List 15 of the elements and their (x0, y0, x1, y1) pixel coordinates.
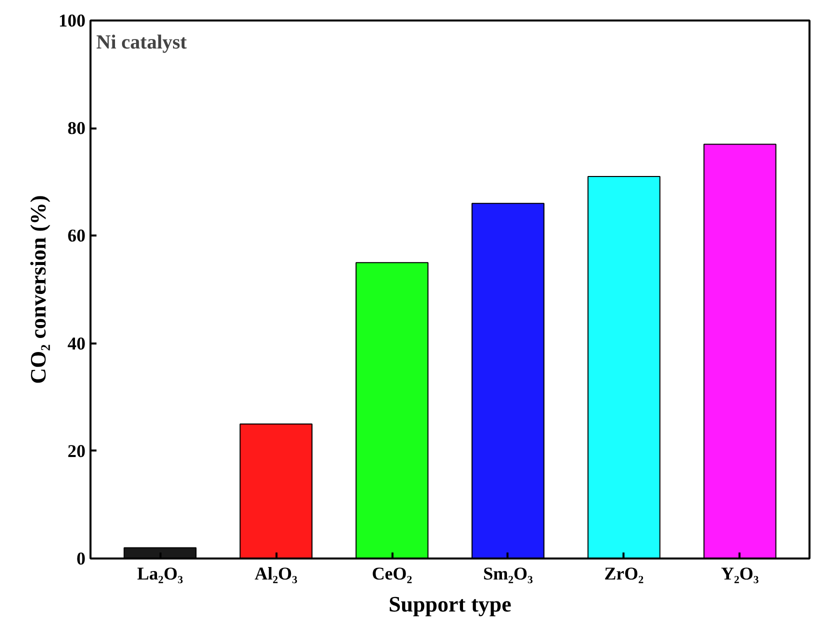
x-tick-label: Al₂O₃ (254, 564, 298, 584)
x-tick-label: ZrO₂ (604, 564, 644, 584)
x-axis-title: Support type (388, 592, 512, 616)
annotation: Ni catalyst (96, 31, 188, 54)
y-tick-label: 100 (58, 10, 86, 30)
y-tick-label: 20 (68, 440, 86, 461)
x-tick-label: La₂O₃ (137, 564, 184, 584)
y-tick-label: 40 (68, 333, 86, 354)
y-tick-label: 0 (76, 548, 86, 568)
y-tick-label: 80 (68, 118, 86, 138)
x-tick-label: CeO₂ (372, 564, 412, 584)
x-tick-label: Y₂O₃ (721, 564, 760, 584)
x-tick-label: Sm₂O₃ (483, 564, 534, 584)
y-axis-title: CO₂ conversion (%) (26, 195, 50, 384)
y-tick-label: 60 (68, 226, 86, 246)
